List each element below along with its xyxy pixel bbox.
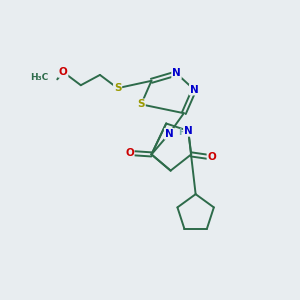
Text: H: H: [178, 128, 186, 137]
Text: O: O: [125, 148, 134, 158]
Text: N: N: [184, 126, 193, 136]
Text: N: N: [190, 85, 199, 94]
Text: S: S: [137, 99, 145, 110]
Text: N: N: [172, 68, 181, 78]
Text: O: O: [59, 67, 68, 77]
Text: S: S: [114, 83, 122, 93]
Text: O: O: [208, 152, 216, 162]
Text: N: N: [165, 129, 173, 139]
Text: H₃C: H₃C: [30, 74, 48, 82]
